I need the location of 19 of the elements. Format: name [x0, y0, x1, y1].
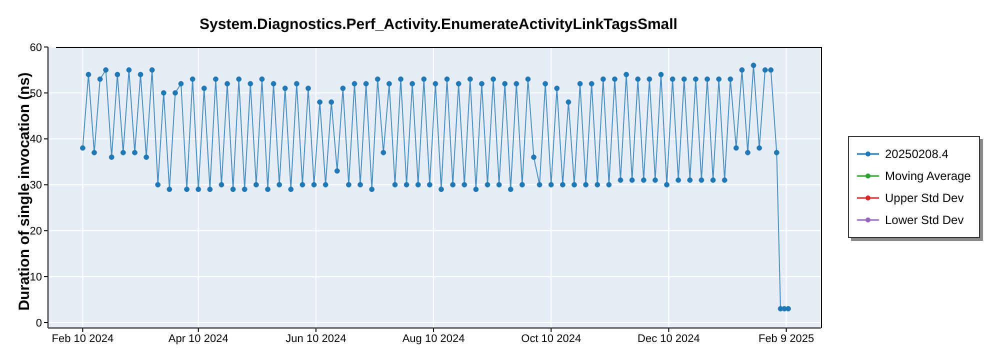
x-tick-label: Dec 10 2024 — [638, 332, 700, 345]
y-tick-label: 0 — [36, 317, 42, 330]
y-tick-label: 30 — [30, 180, 42, 192]
x-tick-label: Apr 10 2024 — [168, 332, 228, 345]
y-tick-label: 20 — [30, 226, 42, 238]
x-tick-label: Oct 10 2024 — [521, 332, 582, 345]
y-tick-label: 10 — [30, 271, 42, 284]
legend-label: 20250208.4 — [885, 147, 948, 161]
legend-label: Upper Std Dev — [885, 191, 964, 205]
x-tick-label: Jun 10 2024 — [286, 332, 346, 345]
chart-title: System.Diagnostics.Perf_Activity.EnumerateActivityLinkTagsSmall — [198, 16, 678, 33]
x-tick-label: Feb 9 2025 — [758, 332, 814, 345]
y-tick-label: 40 — [30, 134, 42, 146]
legend-label: Lower Std Dev — [885, 213, 964, 227]
y-tick-label: 60 — [30, 42, 42, 54]
y-tick-label: 50 — [30, 88, 42, 100]
x-tick-label: Feb 10 2024 — [52, 332, 114, 345]
legend-label: Moving Average — [885, 169, 971, 183]
x-tick-label: Aug 10 2024 — [402, 332, 465, 345]
